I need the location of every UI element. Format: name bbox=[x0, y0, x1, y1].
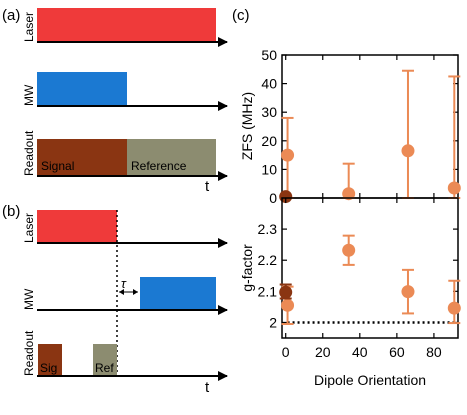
signal-window-a bbox=[37, 139, 127, 176]
gfactor-ytick-label: 2.1 bbox=[258, 283, 278, 299]
zfs-plot: ZFS (MHz) 0 10 20 30 40 50 bbox=[239, 47, 461, 206]
gfactor-data-point bbox=[401, 285, 415, 299]
reference-label: Reference bbox=[131, 159, 187, 173]
gfactor-data-point bbox=[281, 298, 295, 312]
row-label-readout-a: Readout bbox=[22, 130, 36, 176]
gfactor-xtick-label: 0 bbox=[282, 344, 290, 360]
panel-label-b: (b) bbox=[2, 203, 20, 220]
zfs-data-point bbox=[447, 181, 461, 195]
row-label-mw-b: MW bbox=[22, 288, 36, 310]
tau-label: τ bbox=[121, 276, 127, 291]
row-label-laser-a: Laser bbox=[22, 12, 36, 42]
ref-window-b bbox=[93, 344, 117, 376]
row-label-readout-b: Readout bbox=[22, 330, 36, 376]
gfactor-xtick-label: 20 bbox=[315, 344, 331, 360]
zfs-plot-frame bbox=[281, 54, 459, 199]
signal-label: Signal bbox=[41, 159, 74, 173]
gfactor-data-point bbox=[279, 285, 293, 299]
mw-pulse-b bbox=[140, 277, 216, 310]
gfactor-plot-frame bbox=[281, 197, 459, 339]
panel-b-sequence: Laser MW τ Sig Ref Readout t bbox=[22, 210, 228, 396]
zfs-ytick-label: 10 bbox=[261, 161, 277, 177]
panel-label-a: (a) bbox=[2, 7, 20, 24]
zfs-data-point bbox=[281, 148, 295, 162]
gfactor-ytick-label: 2.2 bbox=[258, 252, 278, 268]
panel-a-sequence: Laser MW Signal Reference Readout t bbox=[22, 8, 228, 195]
ref-label: Ref bbox=[95, 361, 114, 375]
row-label-laser-b: Laser bbox=[22, 213, 36, 243]
time-axis-label-a: t bbox=[205, 178, 210, 195]
sig-label: Sig bbox=[40, 361, 57, 375]
gfactor-xtick-label: 80 bbox=[426, 344, 442, 360]
gfactor-data-point bbox=[342, 243, 356, 257]
dipole-orientation-axis-label: Dipole Orientation bbox=[314, 372, 426, 388]
gfactor-ytick-label: 2.3 bbox=[258, 221, 278, 237]
zfs-ytick-label: 0 bbox=[269, 190, 277, 206]
gfactor-xtick-label: 40 bbox=[352, 344, 368, 360]
zfs-axis-label: ZFS (MHz) bbox=[239, 92, 255, 160]
zfs-ytick-label: 20 bbox=[261, 133, 277, 149]
reference-window-a bbox=[127, 139, 216, 176]
mw-pulse-a bbox=[37, 72, 127, 106]
zfs-ytick-label: 50 bbox=[261, 47, 277, 63]
zfs-data-point bbox=[342, 187, 356, 201]
sig-window-b bbox=[38, 344, 62, 376]
laser-pulse-a bbox=[37, 8, 216, 42]
zfs-ytick-label: 40 bbox=[261, 76, 277, 92]
gfactor-ytick-label: 2 bbox=[269, 314, 277, 330]
zfs-data-point bbox=[401, 144, 415, 158]
gfactor-plot: g-factor Dipole Orientation 2 2.1 2.2 2.3 0 2… bbox=[239, 197, 461, 388]
zfs-ytick-label: 30 bbox=[261, 104, 277, 120]
gfactor-xtick-label: 60 bbox=[389, 344, 405, 360]
laser-pulse-b bbox=[37, 210, 117, 243]
time-axis-label-b: t bbox=[205, 379, 210, 396]
panel-label-c: (c) bbox=[232, 7, 250, 24]
tau-arrowheads bbox=[119, 289, 138, 295]
gfactor-data-point bbox=[447, 301, 461, 315]
row-label-mw-a: MW bbox=[22, 84, 36, 106]
gfactor-axis-label: g-factor bbox=[239, 244, 255, 292]
